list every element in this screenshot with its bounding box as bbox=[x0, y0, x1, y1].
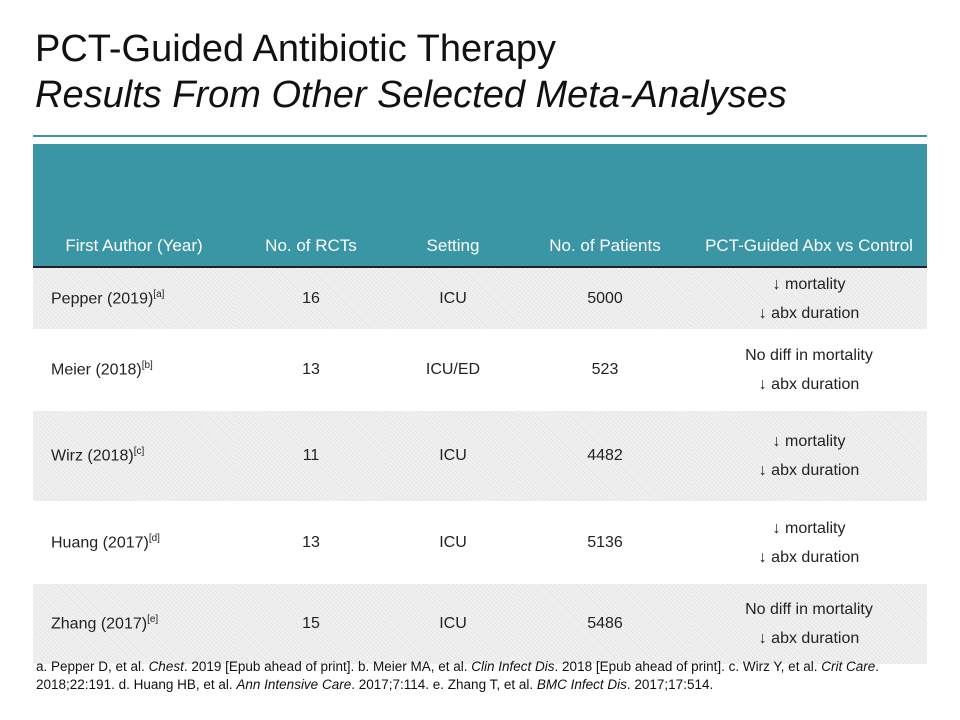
effect-cell: ↓ mortality ↓ abx duration bbox=[691, 411, 927, 501]
effect-line: ↓ abx duration bbox=[758, 304, 860, 322]
effect-cell: ↓ mortality ↓ abx duration bbox=[691, 267, 927, 329]
effect-line: ↓ abx duration bbox=[758, 548, 860, 566]
col-rcts: No. of RCTs bbox=[235, 144, 387, 268]
setting-cell: ICU bbox=[387, 411, 519, 501]
col-author: First Author (Year) bbox=[33, 144, 235, 268]
setting-cell: ICU bbox=[387, 584, 519, 664]
author-name: Wirz (2018) bbox=[51, 447, 134, 465]
effect-line: ↓ abx duration bbox=[758, 462, 860, 479]
rcts-cell: 13 bbox=[302, 361, 320, 378]
title-divider bbox=[33, 135, 927, 137]
table-row: Huang (2017)[d] 13 ICU 5136 ↓ mortality ↓… bbox=[33, 501, 927, 584]
table-row: Wirz (2018)[c] 11 ICU 4482 ↓ mortality ↓ … bbox=[33, 411, 927, 501]
title-subtitle: Results From Other Selected Meta-Analyse… bbox=[35, 74, 787, 116]
effect-line: ↓ mortality bbox=[772, 433, 846, 450]
table-row: Pepper (2019)[a] 16 ICU 5000 ↓ mortality… bbox=[33, 267, 927, 329]
rcts-cell: 16 bbox=[235, 267, 387, 329]
effect-line: ↓ mortality bbox=[772, 275, 846, 293]
reference-marker: [e] bbox=[147, 614, 159, 626]
author-cell: Huang (2017)[d] bbox=[33, 501, 235, 584]
patients-cell: 5136 bbox=[587, 533, 623, 551]
footnote-segment: Crit Care bbox=[821, 659, 876, 674]
footnote-segment: Clin Infect Dis bbox=[471, 659, 555, 674]
col-patients: No. of Patients bbox=[519, 144, 691, 268]
col-effect: PCT-Guided Abx vs Control bbox=[691, 144, 927, 268]
effect-line: No diff in mortality bbox=[745, 347, 873, 364]
header-row: First Author (Year) No. of RCTs Setting … bbox=[33, 144, 927, 268]
footnote-segment: . 2017;17:514. bbox=[626, 677, 714, 692]
author-name: Meier (2018) bbox=[51, 361, 142, 379]
effect-cell: No diff in mortality ↓ abx duration bbox=[691, 329, 927, 411]
effect-line: No diff in mortality bbox=[745, 601, 873, 618]
slide-title: PCT-Guided Antibiotic Therapy Results Fr… bbox=[35, 26, 787, 118]
setting-cell: ICU bbox=[387, 267, 519, 329]
footnote-segment: Ann Intensive Care bbox=[236, 677, 352, 692]
footnote-segment: . 2019 [Epub ahead of print]. b. Meier M… bbox=[183, 659, 472, 674]
author-name: Zhang (2017) bbox=[51, 615, 148, 633]
footnote-segment: . 2017;7:114. e. Zhang T, et al. bbox=[351, 677, 537, 692]
rcts-cell: 15 bbox=[235, 584, 387, 664]
effect-line: ↓ abx duration bbox=[758, 630, 860, 647]
footnote-segment: Chest bbox=[148, 659, 184, 674]
patients-cell: 4482 bbox=[519, 411, 691, 501]
meta-analyses-table: First Author (Year) No. of RCTs Setting … bbox=[33, 144, 927, 664]
author-cell: Wirz (2018)[c] bbox=[33, 411, 235, 501]
author-cell: Meier (2018)[b] bbox=[33, 329, 235, 411]
author-cell: Pepper (2019)[a] bbox=[33, 267, 235, 329]
table-row: Zhang (2017)[e] 15 ICU 5486 No diff in m… bbox=[33, 584, 927, 664]
table-row: Meier (2018)[b] 13 ICU/ED 523 No diff in… bbox=[33, 329, 927, 411]
col-setting: Setting bbox=[387, 144, 519, 268]
setting-cell: ICU/ED bbox=[425, 361, 481, 378]
patients-cell: 5000 bbox=[519, 267, 691, 329]
footnote-segment: . 2018;22:191. d. Huang HB, et al. bbox=[36, 659, 879, 692]
effect-line: ↓ abx duration bbox=[758, 376, 860, 393]
title-main: PCT-Guided Antibiotic Therapy bbox=[35, 28, 557, 70]
rcts-cell: 13 bbox=[302, 533, 320, 551]
effect-line: ↓ mortality bbox=[772, 519, 846, 537]
setting-cell: ICU bbox=[439, 533, 467, 551]
reference-marker: [a] bbox=[153, 288, 165, 300]
effect-cell: ↓ mortality ↓ abx duration bbox=[691, 501, 927, 584]
footnote-segment: . 2018 [Epub ahead of print]. c. Wirz Y,… bbox=[554, 659, 822, 674]
footnote-segment: a. Pepper D, et al. bbox=[36, 659, 149, 674]
reference-marker: [b] bbox=[141, 360, 153, 372]
patients-cell: 523 bbox=[591, 361, 619, 378]
author-cell: Zhang (2017)[e] bbox=[33, 584, 235, 664]
reference-marker: [d] bbox=[148, 532, 160, 544]
effect-cell: No diff in mortality ↓ abx duration bbox=[691, 584, 927, 664]
reference-marker: [c] bbox=[133, 446, 145, 458]
author-name: Pepper (2019) bbox=[51, 290, 154, 308]
footnote-segment: BMC Infect Dis bbox=[536, 677, 627, 692]
footnote-references: a. Pepper D, et al. Chest. 2019 [Epub ah… bbox=[36, 658, 916, 694]
author-name: Huang (2017) bbox=[51, 534, 149, 552]
rcts-cell: 11 bbox=[235, 411, 387, 501]
patients-cell: 5486 bbox=[519, 584, 691, 664]
